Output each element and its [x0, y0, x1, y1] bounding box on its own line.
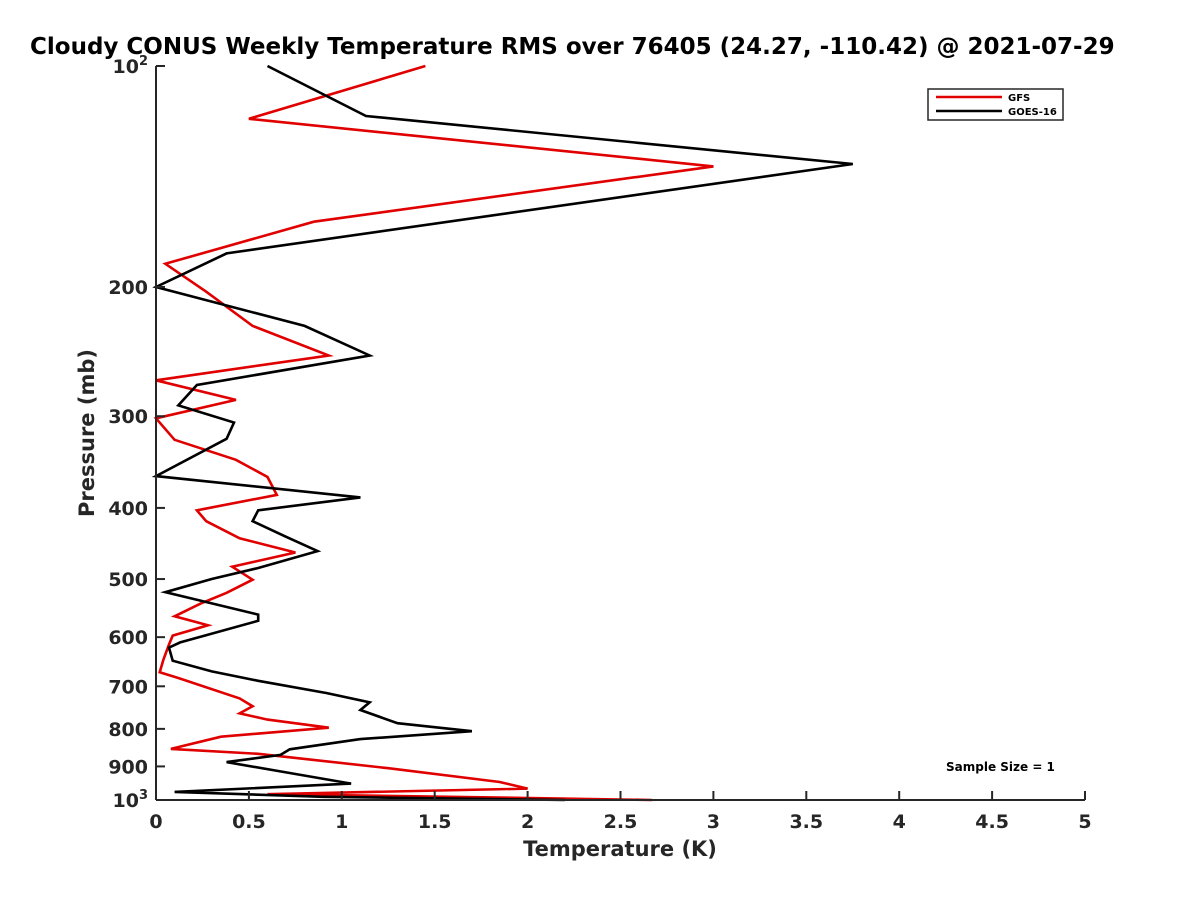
y-tick-label: 800 — [108, 719, 148, 741]
x-tick-label: 0 — [149, 811, 162, 833]
y-tick-label: 300 — [108, 406, 148, 428]
x-tick-label: 2 — [521, 811, 534, 833]
x-tick-label: 1 — [335, 811, 348, 833]
x-ticks: 0 0.5 1 1.5 2 2.5 3 3.5 4 4.5 5 — [149, 791, 1092, 833]
x-tick-label: 5 — [1078, 811, 1091, 833]
x-tick-label: 2.5 — [604, 811, 638, 833]
legend-label-gfs: GFS — [1008, 93, 1030, 104]
y-tick-label: 900 — [108, 756, 148, 778]
legend: GFS GOES-16 — [927, 88, 1064, 121]
y-tick-label: 500 — [108, 569, 148, 591]
sample-size-annotation: Sample Size = 1 — [946, 760, 1055, 774]
legend-box — [927, 88, 1064, 121]
y-tick-label: 102 — [113, 54, 149, 78]
x-tick-label: 1.5 — [418, 811, 452, 833]
series-line-goes16 — [151, 64, 853, 802]
legend-label-goes16: GOES-16 — [1008, 107, 1057, 118]
x-axis-label: Temperature (K) — [523, 837, 717, 861]
x-tick-label: 3 — [707, 811, 720, 833]
chart-title: Cloudy CONUS Weekly Temperature RMS over… — [30, 34, 1115, 60]
y-tick-label: 600 — [108, 627, 148, 649]
y-tick-label: 103 — [113, 788, 149, 812]
y-axis-label: Pressure (mb) — [75, 349, 99, 517]
series-line-gfs — [153, 64, 714, 802]
y-tick-label: 400 — [108, 498, 148, 520]
x-tick-label: 4 — [893, 811, 906, 833]
x-tick-label: 3.5 — [789, 811, 823, 833]
y-tick-label: 200 — [108, 277, 148, 299]
x-tick-label: 0.5 — [232, 811, 266, 833]
y-ticks: 102 200 300 400 500 600 700 800 900 103 — [108, 54, 165, 812]
y-tick-label: 700 — [108, 676, 148, 698]
series-layer — [151, 64, 853, 802]
plot-area: 0 0.5 1 1.5 2 2.5 3 3.5 4 4.5 5 102 200 300 400 500 600… — [108, 54, 1091, 833]
x-tick-label: 4.5 — [975, 811, 1009, 833]
